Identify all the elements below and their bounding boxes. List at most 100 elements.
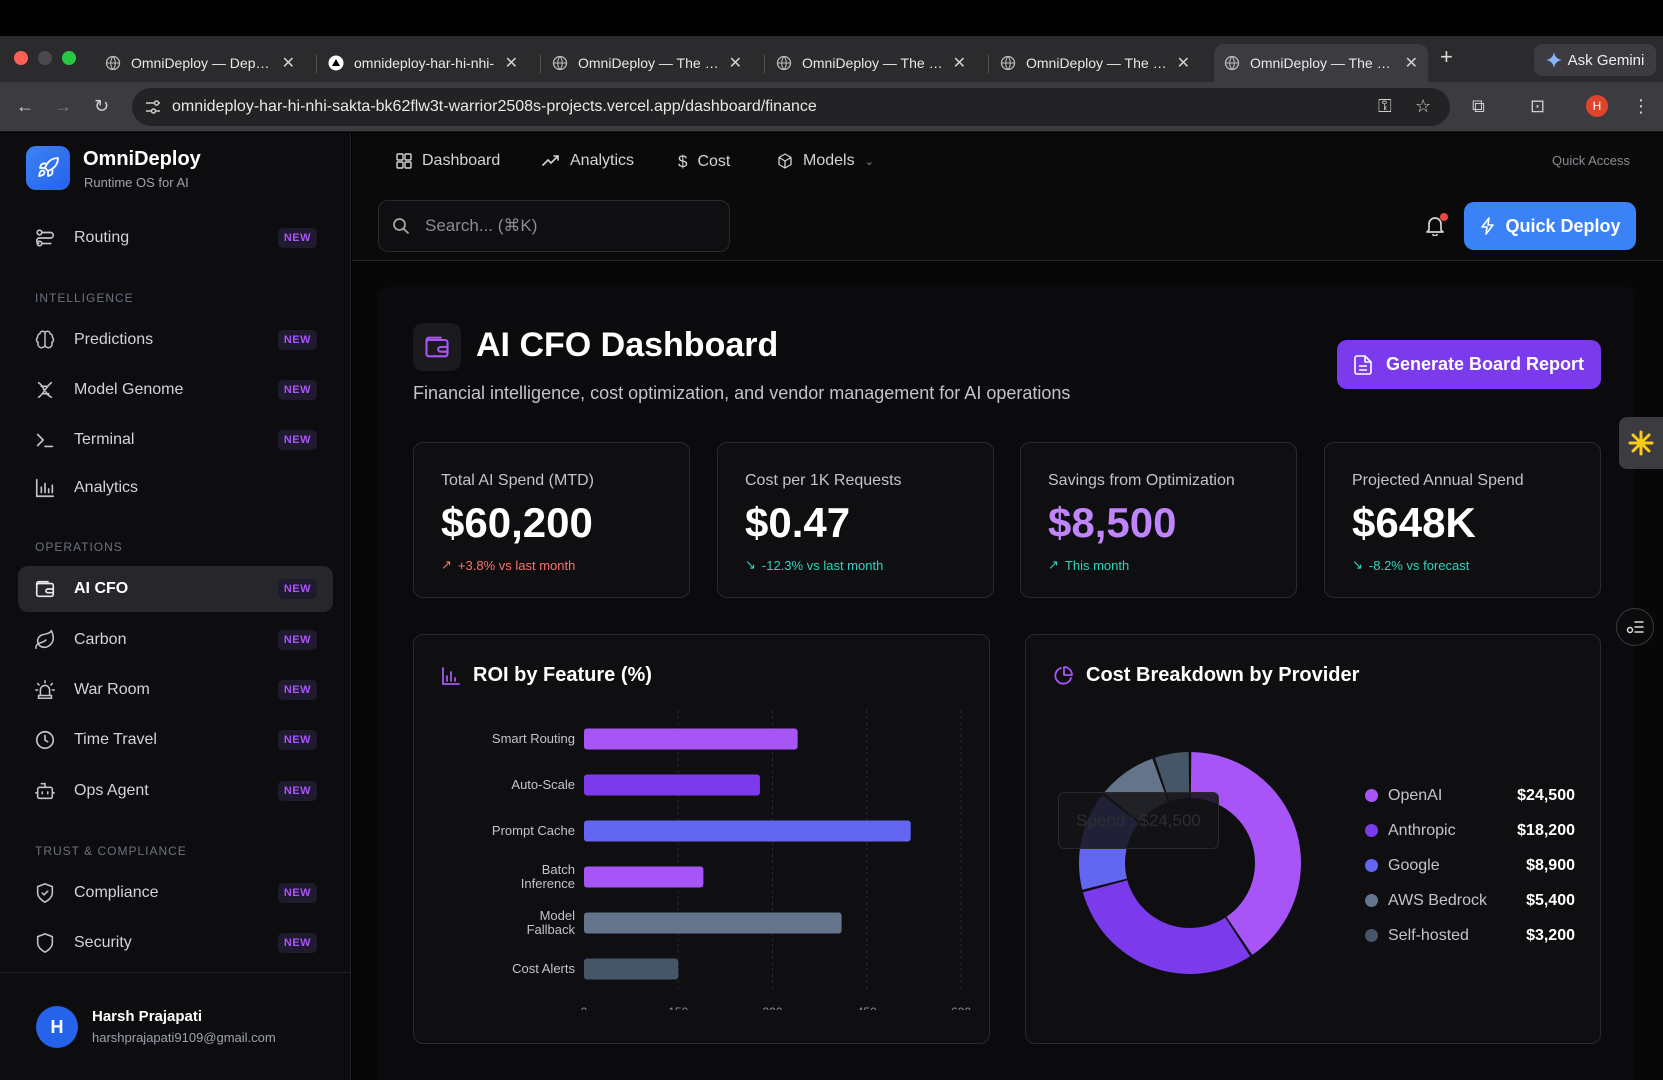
sidebar-item-security[interactable]: Security NEW — [18, 920, 333, 966]
sidebar-item-label: Predictions — [74, 331, 154, 348]
bar[interactable] — [584, 820, 911, 842]
kpi-value: $648K — [1352, 499, 1476, 546]
forward-arrow-icon[interactable]: → — [54, 96, 72, 116]
sidebar-item-carbon[interactable]: Carbon NEW — [18, 617, 333, 663]
maximize-window-button[interactable] — [62, 51, 76, 65]
section-heading-operations: OPERATIONS — [35, 540, 123, 554]
bookmark-star-icon[interactable]: ☆ — [1415, 96, 1432, 116]
sidebar-item-terminal[interactable]: Terminal NEW — [18, 417, 333, 463]
tab-search-icon[interactable]: ⊡ — [1530, 96, 1546, 116]
sidebar-item-label: War Room — [74, 681, 150, 698]
pie-slice[interactable] — [1154, 752, 1190, 802]
address-bar[interactable]: omnideploy-har-hi-nhi-sakta-bk62flw3t-wa… — [132, 88, 1450, 126]
sidebar-item-compliance[interactable]: Compliance NEW — [18, 870, 333, 916]
file-text-icon — [1354, 354, 1372, 375]
legend-swatch — [1365, 859, 1378, 872]
sidebar-item-predictions[interactable]: Predictions NEW — [18, 317, 333, 363]
quick-access-link[interactable]: Quick Access — [1552, 153, 1631, 168]
gemini-sparkle-icon — [1545, 52, 1562, 68]
tab-separator — [764, 55, 765, 73]
browser-tab[interactable]: omnideploy-har-hi-nhi- ✕ — [318, 44, 528, 82]
bar[interactable] — [584, 866, 704, 888]
globe-icon — [1000, 55, 1016, 71]
bar[interactable] — [584, 958, 679, 980]
search-input[interactable]: Search... (⌘K) — [378, 200, 730, 252]
siren-icon — [35, 680, 55, 700]
close-window-button[interactable] — [14, 51, 28, 65]
browser-tab[interactable]: OmniDeploy — Deploy / ✕ — [95, 44, 305, 82]
password-key-icon[interactable]: ⚿ — [1378, 96, 1392, 116]
trend-arrow-icon: ↘ — [1352, 557, 1363, 572]
generate-board-report-button[interactable]: Generate Board Report — [1337, 340, 1601, 389]
new-tab-button[interactable]: + — [1440, 44, 1453, 69]
minimize-window-button[interactable] — [38, 51, 52, 65]
more-menu-icon[interactable]: ⋮ — [1632, 96, 1650, 116]
sidebar-item-label: Routing — [74, 229, 130, 246]
back-arrow-icon[interactable]: ← — [16, 96, 34, 116]
browser-tab[interactable]: OmniDeploy — The Run ✕ — [542, 44, 752, 82]
screen-top-bezel — [0, 0, 1663, 36]
shield-icon — [36, 933, 54, 953]
cube-icon — [778, 153, 792, 169]
brand-logo[interactable] — [26, 146, 70, 190]
sidebar-item-war-room[interactable]: War Room NEW — [18, 667, 333, 713]
trend-arrow-icon: ↗ — [441, 557, 452, 572]
sidebar-item-routing[interactable]: Routing NEW — [18, 215, 333, 261]
close-tab-icon[interactable]: ✕ — [281, 55, 295, 72]
kpi-value: $0.47 — [745, 499, 851, 546]
kpi-value: $60,200 — [441, 499, 593, 546]
extensions-puzzle-icon[interactable]: ⧉ — [1472, 96, 1485, 116]
lightning-icon — [1481, 217, 1495, 235]
category-label: Model Fallback — [527, 908, 576, 937]
x-tick-label: 600 — [951, 1005, 971, 1010]
close-tab-icon[interactable]: ✕ — [952, 55, 966, 72]
bar[interactable] — [584, 774, 760, 796]
user-profile-section[interactable] — [0, 972, 351, 1080]
reload-icon[interactable]: ↻ — [94, 96, 110, 116]
clock-icon — [35, 730, 55, 750]
cost-legend: OpenAI $24,500 Anthropic $18,200 Google $8,90… — [1365, 778, 1575, 953]
sidebar-item-label: Terminal — [74, 431, 135, 448]
sidebar-item-ai-cfo[interactable]: AI CFO NEW — [18, 566, 333, 612]
wallet-icon — [425, 336, 449, 358]
browser-tab[interactable]: OmniDeploy — The Run ✕ — [766, 44, 976, 82]
pie-slice[interactable] — [1190, 752, 1301, 955]
bar[interactable] — [584, 728, 798, 750]
bar[interactable] — [584, 912, 842, 934]
notification-bell-icon[interactable] — [1424, 214, 1446, 236]
sidebar-item-model-genome[interactable]: Model Genome NEW — [18, 367, 333, 413]
close-tab-icon[interactable]: ✕ — [1404, 55, 1418, 72]
close-tab-icon[interactable]: ✕ — [504, 55, 518, 72]
nav-models[interactable]: Models ⌄ — [777, 152, 874, 170]
browser-tab-active[interactable]: OmniDeploy — The Run ✕ — [1214, 44, 1428, 82]
sidebar-item-ops-agent[interactable]: Ops Agent NEW — [18, 768, 333, 814]
close-tab-icon[interactable]: ✕ — [1176, 55, 1190, 72]
wallet-icon — [35, 580, 55, 598]
sidebar-item-analytics[interactable]: Analytics — [18, 465, 333, 511]
nav-cost[interactable]: $ Cost — [678, 152, 730, 172]
floating-settings-button[interactable] — [1616, 608, 1654, 646]
nav-analytics[interactable]: Analytics — [542, 152, 634, 170]
section-heading-intelligence: INTELLIGENCE — [35, 291, 134, 305]
category-label: Cost Alerts — [512, 961, 575, 976]
routing-icon — [35, 229, 55, 247]
profile-avatar[interactable]: H — [1586, 95, 1608, 117]
tab-separator — [316, 55, 317, 73]
category-label: Batch Inference — [521, 862, 575, 891]
floating-extension-button[interactable] — [1619, 417, 1663, 469]
kpi-label: Savings from Optimization — [1048, 472, 1235, 489]
pie-slice[interactable] — [1082, 880, 1251, 974]
roi-bar-chart: 0 150 300 450 600 Smart Routing Auto-Scale Prom… — [492, 710, 971, 1010]
site-settings-icon[interactable] — [144, 98, 162, 116]
legend-label: Google — [1388, 856, 1440, 874]
sidebar-item-time-travel[interactable]: Time Travel NEW — [18, 717, 333, 763]
globe-icon — [552, 55, 568, 71]
nav-dashboard[interactable]: Dashboard — [396, 152, 500, 170]
quick-deploy-button[interactable]: Quick Deploy — [1464, 202, 1636, 250]
browser-tab[interactable]: OmniDeploy — The Run ✕ — [990, 44, 1200, 82]
legend-swatch — [1365, 929, 1378, 942]
ask-gemini-button[interactable]: Ask Gemini — [1534, 44, 1656, 76]
kpi-label: Cost per 1K Requests — [745, 472, 902, 489]
close-tab-icon[interactable]: ✕ — [728, 55, 742, 72]
user-avatar[interactable]: H — [36, 1006, 78, 1048]
